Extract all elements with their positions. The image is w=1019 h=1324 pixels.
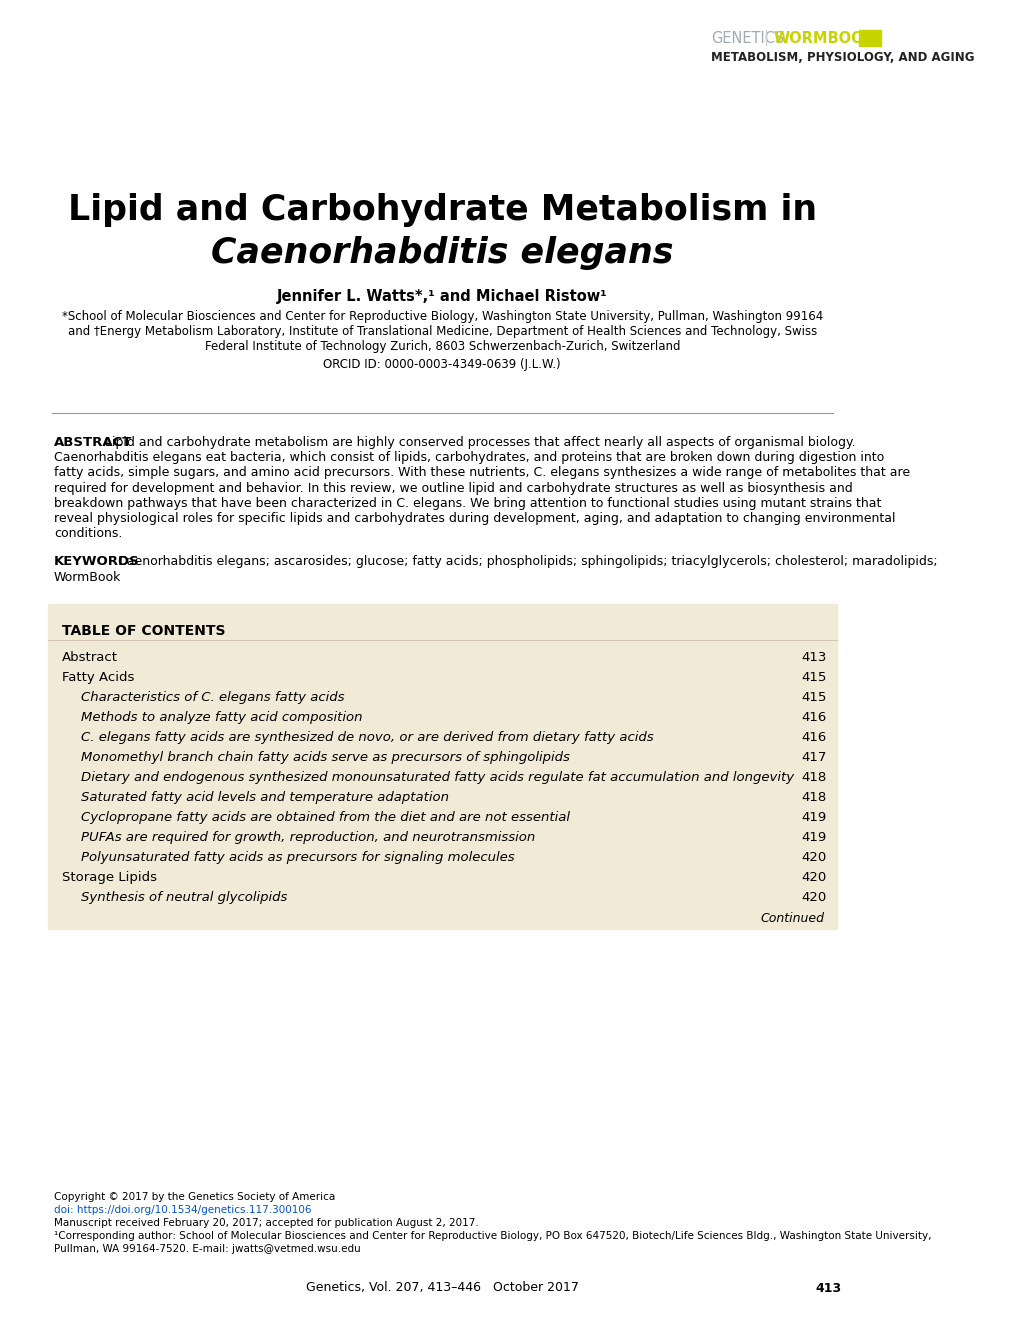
Text: ABSTRACT: ABSTRACT xyxy=(54,436,132,449)
Bar xyxy=(48,604,836,929)
Text: 420: 420 xyxy=(801,851,825,865)
Text: 419: 419 xyxy=(801,831,825,845)
Text: Monomethyl branch chain fatty acids serve as precursors of sphingolipids: Monomethyl branch chain fatty acids serv… xyxy=(81,751,569,764)
Text: Lipid and carbohydrate metabolism are highly conserved processes that affect nea: Lipid and carbohydrate metabolism are hi… xyxy=(101,436,854,449)
Text: 413: 413 xyxy=(814,1282,841,1295)
Text: ORCID ID: 0000-0003-4349-0639 (J.L.W.): ORCID ID: 0000-0003-4349-0639 (J.L.W.) xyxy=(323,357,560,371)
Text: Fatty Acids: Fatty Acids xyxy=(61,671,133,685)
Text: reveal physiological roles for specific lipids and carbohydrates during developm: reveal physiological roles for specific … xyxy=(54,512,895,526)
Text: breakdown pathways that have been characterized in C. elegans. We bring attentio: breakdown pathways that have been charac… xyxy=(54,496,880,510)
Text: 417: 417 xyxy=(800,751,825,764)
Text: Pullman, WA 99164-7520. E-mail: jwatts@vetmed.wsu.edu: Pullman, WA 99164-7520. E-mail: jwatts@v… xyxy=(54,1245,360,1254)
Text: Genetics, Vol. 207, 413–446   October 2017: Genetics, Vol. 207, 413–446 October 2017 xyxy=(306,1282,578,1295)
Text: 415: 415 xyxy=(800,691,825,704)
Text: Continued: Continued xyxy=(760,912,824,925)
Text: Saturated fatty acid levels and temperature adaptation: Saturated fatty acid levels and temperat… xyxy=(81,792,448,804)
Text: 413: 413 xyxy=(800,651,825,665)
Text: KEYWORDS: KEYWORDS xyxy=(54,555,140,568)
Text: doi: https://doi.org/10.1534/genetics.117.300106: doi: https://doi.org/10.1534/genetics.11… xyxy=(54,1205,311,1215)
Text: TABLE OF CONTENTS: TABLE OF CONTENTS xyxy=(61,624,225,638)
Text: Caenorhabditis elegans: Caenorhabditis elegans xyxy=(211,236,673,270)
Text: Caenorhabditis elegans; ascarosides; glucose; fatty acids; phospholipids; sphing: Caenorhabditis elegans; ascarosides; glu… xyxy=(114,555,937,568)
Text: 420: 420 xyxy=(801,871,825,884)
Text: 415: 415 xyxy=(800,671,825,685)
Text: Methods to analyze fatty acid composition: Methods to analyze fatty acid compositio… xyxy=(81,711,362,724)
Text: 419: 419 xyxy=(801,812,825,825)
Text: fatty acids, simple sugars, and amino acid precursors. With these nutrients, C. : fatty acids, simple sugars, and amino ac… xyxy=(54,466,909,479)
Text: C. elegans fatty acids are synthesized de novo, or are derived from dietary fatt: C. elegans fatty acids are synthesized d… xyxy=(81,731,652,744)
Text: Copyright © 2017 by the Genetics Society of America: Copyright © 2017 by the Genetics Society… xyxy=(54,1192,334,1202)
Text: Synthesis of neutral glycolipids: Synthesis of neutral glycolipids xyxy=(81,891,286,904)
Text: Polyunsaturated fatty acids as precursors for signaling molecules: Polyunsaturated fatty acids as precursor… xyxy=(81,851,514,865)
Text: PUFAs are required for growth, reproduction, and neurotransmission: PUFAs are required for growth, reproduct… xyxy=(81,831,534,845)
Text: 416: 416 xyxy=(801,711,825,724)
Text: 418: 418 xyxy=(801,792,825,804)
Text: required for development and behavior. In this review, we outline lipid and carb: required for development and behavior. I… xyxy=(54,482,852,495)
Text: Abstract: Abstract xyxy=(61,651,117,665)
Text: Lipid and Carbohydrate Metabolism in: Lipid and Carbohydrate Metabolism in xyxy=(67,193,816,226)
Text: 418: 418 xyxy=(801,772,825,784)
Text: and †Energy Metabolism Laboratory, Institute of Translational Medicine, Departme: and †Energy Metabolism Laboratory, Insti… xyxy=(67,324,816,338)
Text: *School of Molecular Biosciences and Center for Reproductive Biology, Washington: *School of Molecular Biosciences and Cen… xyxy=(61,310,822,323)
Text: GENETICS: GENETICS xyxy=(710,30,784,45)
Text: 416: 416 xyxy=(801,731,825,744)
Text: 420: 420 xyxy=(801,891,825,904)
Text: METABOLISM, PHYSIOLOGY, AND AGING: METABOLISM, PHYSIOLOGY, AND AGING xyxy=(710,50,974,64)
Text: Federal Institute of Technology Zurich, 8603 Schwerzenbach-Zurich, Switzerland: Federal Institute of Technology Zurich, … xyxy=(205,339,680,352)
Text: WormBook: WormBook xyxy=(54,571,121,584)
Text: Storage Lipids: Storage Lipids xyxy=(61,871,157,884)
Text: Jennifer L. Watts*,¹ and Michael Ristow¹: Jennifer L. Watts*,¹ and Michael Ristow¹ xyxy=(276,289,607,303)
Text: conditions.: conditions. xyxy=(54,527,122,540)
Text: ¹Corresponding author: School of Molecular Biosciences and Center for Reproducti: ¹Corresponding author: School of Molecul… xyxy=(54,1231,930,1241)
Bar xyxy=(858,30,880,46)
Text: Characteristics of C. elegans fatty acids: Characteristics of C. elegans fatty acid… xyxy=(81,691,343,704)
Text: Cyclopropane fatty acids are obtained from the diet and are not essential: Cyclopropane fatty acids are obtained fr… xyxy=(81,812,569,825)
Text: Manuscript received February 20, 2017; accepted for publication August 2, 2017.: Manuscript received February 20, 2017; a… xyxy=(54,1218,478,1227)
Text: Dietary and endogenous synthesized monounsaturated fatty acids regulate fat accu: Dietary and endogenous synthesized monou… xyxy=(81,772,793,784)
Text: Caenorhabditis elegans eat bacteria, which consist of lipids, carbohydrates, and: Caenorhabditis elegans eat bacteria, whi… xyxy=(54,451,883,465)
Text: |: | xyxy=(762,30,767,46)
Text: WORMBOOK: WORMBOOK xyxy=(772,30,874,45)
